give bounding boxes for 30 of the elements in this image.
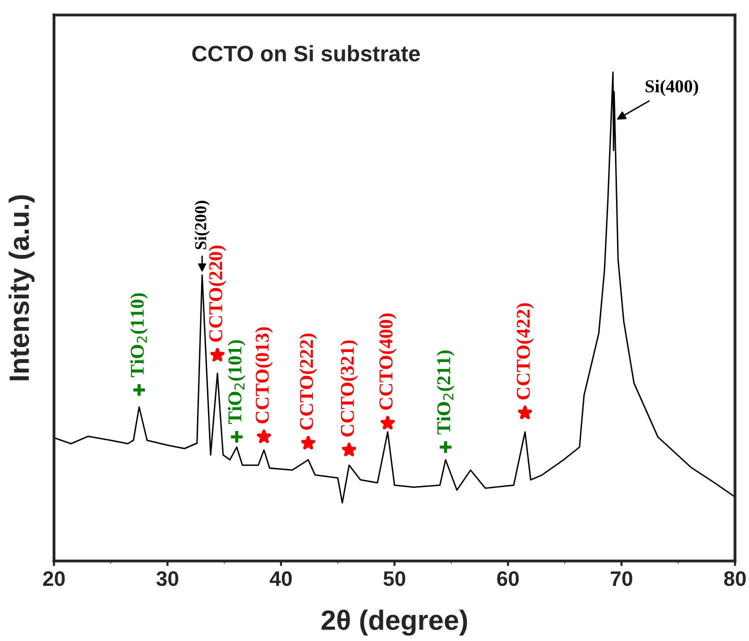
x-tick-label: 50 bbox=[384, 571, 406, 586]
point bbox=[229, 430, 244, 444]
annotation: TiO$_{2}$(101) bbox=[228, 340, 246, 424]
annotation: Si(200) bbox=[194, 200, 210, 250]
annotation: CCTO(400) bbox=[378, 314, 397, 410]
x-tick-label: 80 bbox=[724, 571, 746, 586]
annotation: TiO$_{2}$(110) bbox=[130, 293, 148, 378]
point bbox=[518, 406, 532, 420]
chart-title: CCTO on Si substrate bbox=[192, 45, 420, 62]
point bbox=[301, 436, 316, 450]
point bbox=[342, 442, 356, 456]
x-tick-label: 70 bbox=[610, 571, 632, 586]
annotation: CCTO(422) bbox=[516, 303, 534, 400]
annotation: CCTO(220) bbox=[208, 246, 226, 342]
y-axis-title: Intensity (a.u.) bbox=[8, 195, 35, 380]
x-tick-label: 30 bbox=[156, 571, 178, 586]
point bbox=[256, 430, 272, 444]
point bbox=[380, 416, 395, 430]
annotation: TiO$_{2}$(211) bbox=[436, 350, 454, 434]
point bbox=[210, 348, 224, 362]
x-tick-label: 60 bbox=[497, 571, 519, 586]
point bbox=[438, 440, 453, 454]
annotation: CCTO(222) bbox=[299, 334, 318, 430]
x-tick-label: 20 bbox=[43, 571, 65, 586]
annotation: CCTO(013) bbox=[255, 327, 273, 424]
x-axis-title: 2θ (degree) bbox=[322, 610, 468, 636]
annotation: Si(400) bbox=[646, 80, 698, 96]
annotation: CCTO(321) bbox=[340, 340, 358, 437]
x-tick-label: 40 bbox=[270, 571, 292, 586]
point bbox=[132, 382, 146, 398]
